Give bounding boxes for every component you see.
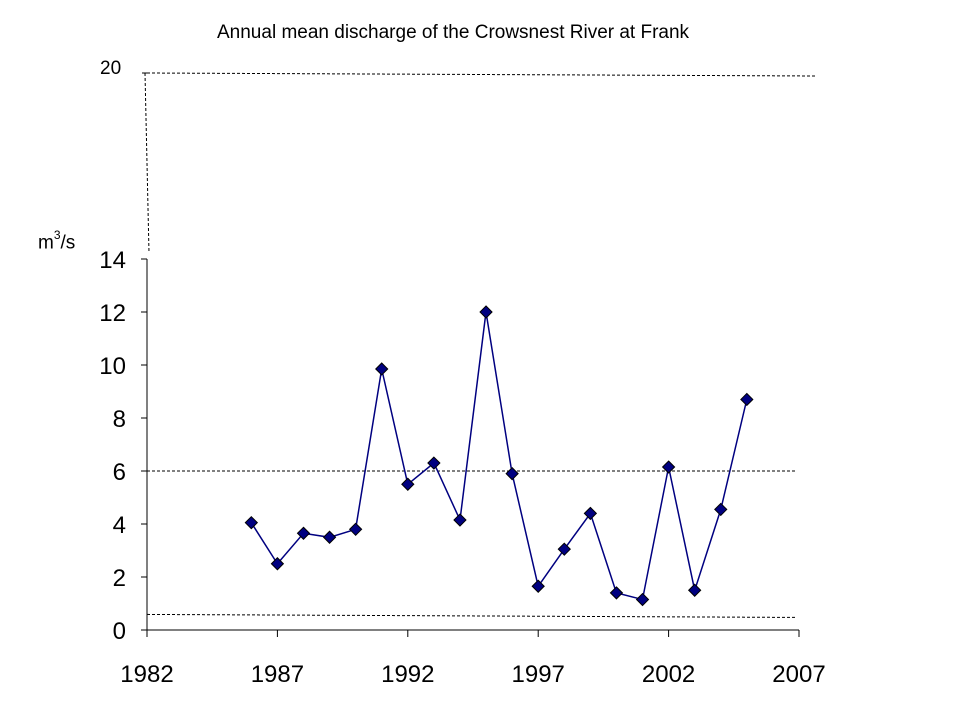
data-point-1991	[375, 362, 389, 376]
x-tick-label-2002: 2002	[642, 661, 695, 688]
data-point-1997	[531, 579, 545, 593]
y-tick-label-2: 2	[113, 565, 126, 592]
y-axis-label-suffix: /s	[60, 232, 76, 254]
chart-title: Annual mean discharge of the Crowsnest R…	[217, 22, 690, 43]
top-dashed-line	[146, 72, 816, 77]
data-point-2001	[635, 592, 650, 607]
y-tick-label-10: 10	[99, 353, 126, 380]
data-point-1986	[244, 515, 259, 530]
data-point-2005	[740, 392, 754, 407]
y-tick-label-14: 14	[99, 247, 126, 274]
data-point-2002	[661, 460, 676, 474]
x-tick-label-1982: 1982	[120, 661, 173, 688]
x-tick-label-1987: 1987	[251, 661, 304, 688]
extended-axis-label: 20	[100, 58, 122, 79]
data-point-1989	[322, 530, 337, 544]
y-axis-label-superscript: 3	[53, 228, 61, 242]
data-point-1993	[427, 456, 441, 470]
y-tick-label-0: 0	[113, 618, 126, 645]
data-point-1990	[348, 522, 363, 537]
data-point-2004	[714, 502, 728, 517]
x-tick-label-1992: 1992	[381, 661, 434, 688]
data-point-1988	[296, 526, 311, 540]
data-point-1999	[583, 506, 598, 521]
y-tick-label-4: 4	[113, 512, 126, 539]
data-point-1998	[557, 542, 571, 556]
extended-axis-dashed-line	[144, 72, 150, 254]
data-point-1992	[401, 477, 415, 491]
series-line-0	[250, 311, 748, 601]
y-tick-label-12: 12	[99, 300, 126, 327]
data-point-2000	[609, 586, 624, 600]
reference-line-0.55	[146, 613, 797, 618]
x-tick-label-1997: 1997	[512, 661, 565, 688]
data-point-1996	[505, 466, 519, 481]
y-axis-label-base: m	[38, 232, 54, 254]
data-point-1995	[479, 305, 493, 319]
y-tick-label-8: 8	[113, 406, 126, 433]
y-tick-label-6: 6	[113, 459, 126, 486]
data-point-2003	[687, 583, 702, 597]
data-point-1987	[270, 557, 285, 571]
data-point-1994	[453, 513, 467, 527]
y-axis-label: m3/s	[38, 228, 76, 254]
x-tick-label-2007: 2007	[772, 661, 825, 688]
